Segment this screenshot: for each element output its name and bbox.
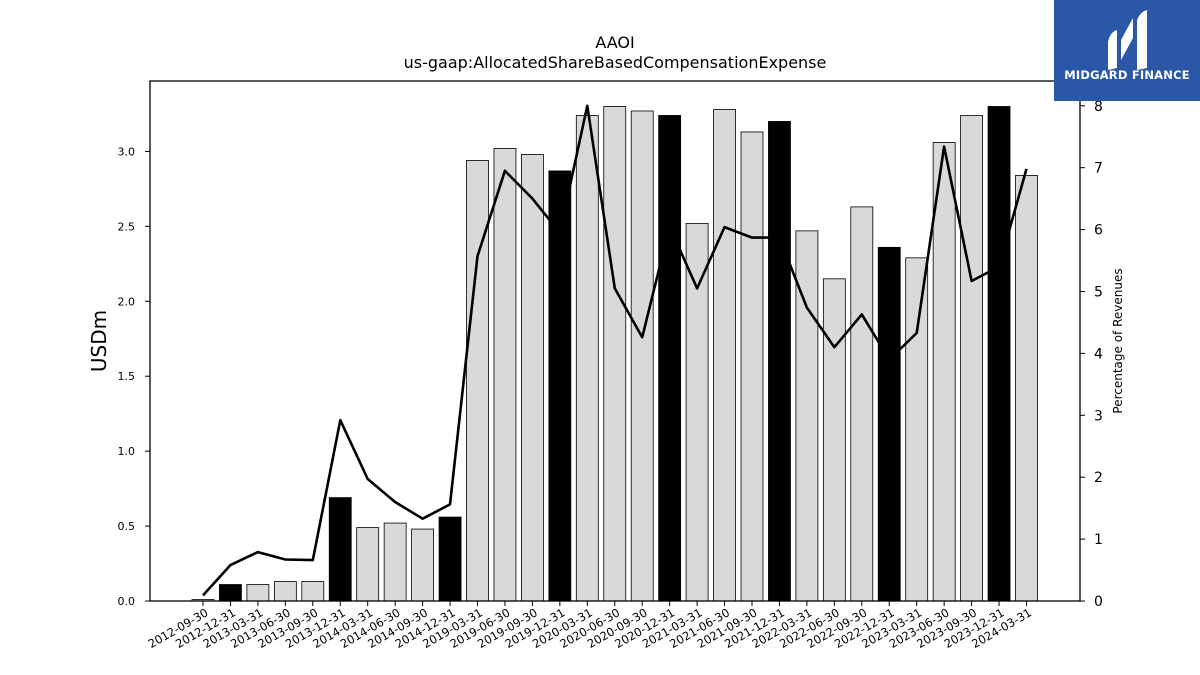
bar-2020-06-30	[603, 106, 627, 602]
bar-2022-06-30	[822, 278, 846, 602]
y-tick-label: 0.0	[118, 595, 136, 608]
bar-2019-06-30	[493, 148, 517, 602]
bar-2013-06-30	[273, 581, 297, 602]
bar-2013-09-30	[301, 581, 325, 602]
y-tick-label: 3.0	[118, 145, 136, 158]
bar-2023-06-30	[932, 142, 956, 602]
chart-title: AAOI	[595, 33, 634, 52]
bar-2019-03-31	[466, 160, 489, 602]
y-tick-label: 2.5	[118, 220, 136, 233]
bar-2012-12-31	[219, 584, 242, 602]
y-axis-label: USDm	[87, 310, 111, 372]
percentage-of-revenues-line	[202, 104, 1028, 597]
bar-2020-03-31	[575, 115, 599, 602]
y-tick-label: 1.5	[118, 370, 136, 383]
bar-2013-03-31	[246, 584, 270, 602]
y2-tick-label: 7	[1094, 161, 1103, 177]
y2-tick-label: 4	[1094, 346, 1103, 362]
y2-tick-label: 5	[1094, 284, 1103, 300]
bar-2014-03-31	[356, 527, 380, 602]
bar-2023-03-31	[905, 257, 929, 602]
bar-2021-12-31	[768, 121, 791, 602]
bar-2021-03-31	[685, 222, 709, 602]
bar-2022-12-31	[877, 246, 901, 602]
chart-subtitle: us-gaap:AllocatedShareBasedCompensationE…	[404, 53, 827, 72]
bar-2021-06-30	[713, 109, 736, 602]
y2-tick-label: 1	[1094, 532, 1103, 548]
bar-2023-12-31	[987, 106, 1011, 602]
y2-tick-label: 0	[1094, 594, 1103, 610]
bar-2022-09-30	[850, 206, 874, 602]
bar-2024-03-31	[1015, 175, 1038, 602]
y-tick-label: 2.0	[118, 295, 136, 308]
midgard-finance-logo: MIDGARD FINANCE	[1054, 0, 1200, 101]
bar-2021-09-30	[740, 131, 764, 602]
bar-2020-09-30	[630, 110, 654, 602]
logo-text: MIDGARD FINANCE	[1064, 68, 1190, 82]
y2-axis-label: Percentage of Revenues	[1111, 268, 1125, 413]
y2-tick-label: 2	[1094, 470, 1103, 486]
bar-2023-09-30	[960, 115, 983, 602]
y2-tick-label: 6	[1094, 223, 1103, 239]
bar-2014-12-31	[438, 516, 462, 602]
bar-2013-12-31	[328, 497, 352, 602]
y-tick-label: 1.0	[118, 445, 136, 458]
y-tick-label: 0.5	[118, 520, 136, 533]
bar-2019-12-31	[548, 170, 572, 602]
midgard-logo-mark-icon	[1108, 10, 1147, 70]
bar-2014-06-30	[383, 522, 407, 602]
y2-tick-label: 8	[1094, 99, 1103, 115]
bar-2019-09-30	[521, 154, 544, 602]
bar-2020-12-31	[658, 115, 682, 602]
y2-tick-label: 3	[1094, 408, 1103, 424]
bar-2014-09-30	[411, 528, 435, 602]
